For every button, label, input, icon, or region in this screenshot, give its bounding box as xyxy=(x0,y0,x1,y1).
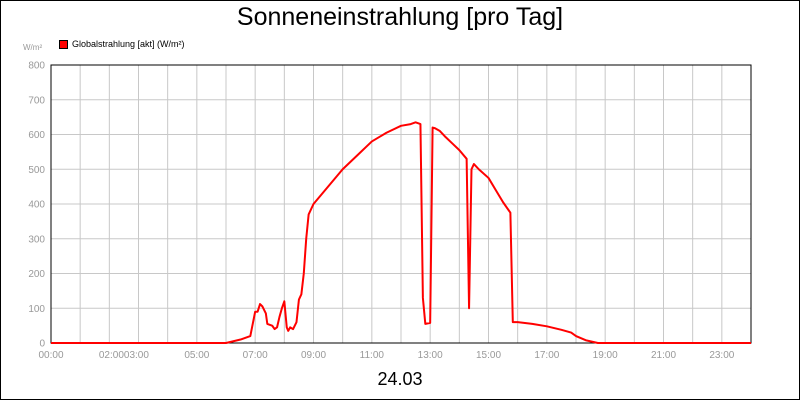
series-line-globalstrahlung xyxy=(51,121,751,344)
legend: Globalstrahlung [akt] (W/m²) xyxy=(59,39,185,49)
x-tick-label: 00:00 xyxy=(38,350,63,361)
legend-swatch xyxy=(59,39,68,49)
x-tick-label: 05:00 xyxy=(184,350,209,361)
plot-border xyxy=(50,64,752,344)
y-tick-label: 700 xyxy=(28,95,45,106)
chart-title: Sonneneinstrahlung [pro Tag] xyxy=(236,3,564,31)
x-tick-label: 11:00 xyxy=(360,350,385,361)
y-tick-label: 500 xyxy=(28,165,45,176)
y-tick-label: 0 xyxy=(39,339,45,350)
x-tick-label: 07:00 xyxy=(243,350,268,361)
y-tick-label: 400 xyxy=(28,200,45,211)
y-tick-label: 600 xyxy=(28,130,45,141)
x-tick-label: 19:00 xyxy=(593,350,618,361)
y-tick-label: 800 xyxy=(28,61,45,72)
x-tick-label: 23:00 xyxy=(709,350,734,361)
y-axis-unit-label: W/m² xyxy=(23,43,43,52)
x-tick-label: 13:00 xyxy=(418,350,443,361)
x-tick-label: 21:00 xyxy=(651,350,676,361)
x-tick-label: 03:00 xyxy=(124,350,149,361)
x-tick-label: 02:00 xyxy=(99,350,124,361)
legend-label: Globalstrahlung [akt] (W/m²) xyxy=(72,39,185,49)
x-tick-label: 09:00 xyxy=(301,350,326,361)
x-tick-label: 17:00 xyxy=(534,350,559,361)
x-tick-label: 15:00 xyxy=(476,350,501,361)
date-label: 24.03 xyxy=(377,369,423,389)
y-tick-label: 100 xyxy=(28,304,45,315)
y-tick-label: 300 xyxy=(28,234,45,245)
y-tick-label: 200 xyxy=(28,269,45,280)
